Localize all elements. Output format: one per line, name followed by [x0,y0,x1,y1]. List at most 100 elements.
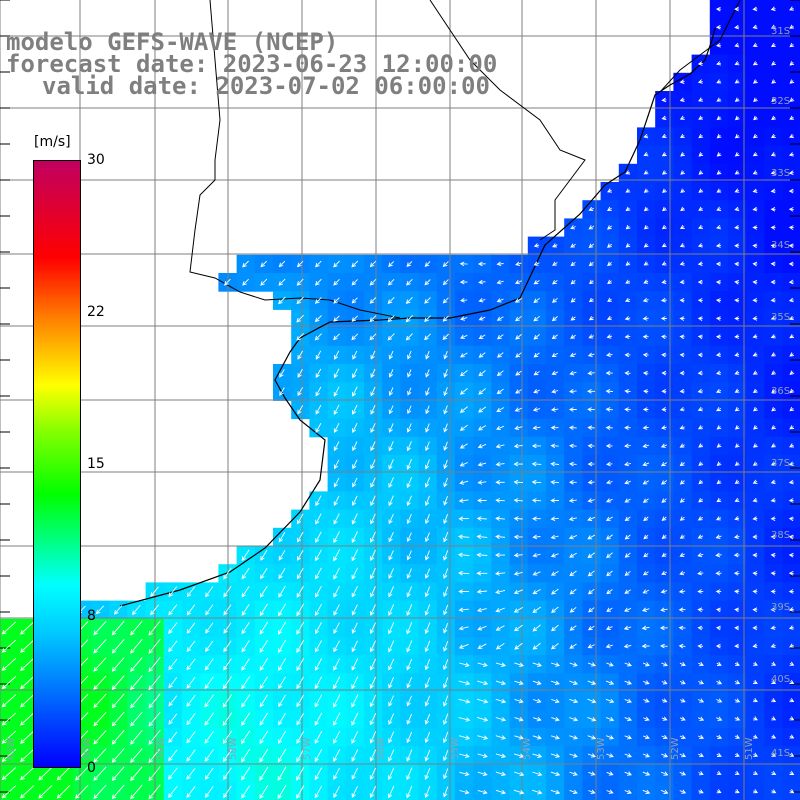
wind-arrow [606,589,613,595]
wind-arrow [424,568,431,579]
wind-arrow [148,711,161,727]
wind-arrow [771,661,777,666]
wind-arrow [514,279,522,285]
wind-arrow [624,407,631,412]
wind-arrow [495,643,505,650]
wind-arrow [333,368,340,379]
wind-arrow [241,549,250,562]
wind-arrow [679,680,686,685]
wind-arrow [315,404,322,415]
wind-arrow [387,785,395,799]
wind-arrow [587,680,597,685]
wind-arrow [642,370,649,376]
wind-arrow [351,731,359,744]
wind-arrow [643,734,650,740]
wind-arrow [550,407,559,412]
wind-arrow [315,386,322,397]
wind-arrow [788,170,794,176]
wind-arrow [716,115,722,121]
wind-arrow [789,443,794,448]
lon-label: 57W [302,737,313,760]
wind-arrow [752,42,758,48]
wind-arrow [334,350,340,360]
wind-arrow [770,225,776,230]
wind-arrow [241,676,250,690]
wind-arrow [369,297,377,304]
wind-arrow [715,279,721,285]
wind-arrow [333,459,340,470]
wind-arrow [443,351,448,360]
wind-arrow [477,462,487,467]
wind-arrow [568,407,577,412]
wind-arrow [624,297,631,303]
wind-arrow [513,607,524,613]
wind-arrow [315,603,322,617]
wind-arrow [588,279,594,285]
wind-arrow [752,479,758,484]
wind-arrow [369,333,377,341]
wind-arrow [93,675,107,690]
wind-arrow [130,620,143,636]
wind-arrow [715,43,721,48]
wind-arrow [443,568,449,579]
wind-arrow [168,658,178,671]
wind-arrow [514,680,524,686]
wind-arrow [297,549,304,561]
wind-arrow [788,279,794,285]
wind-arrow [406,261,413,267]
wind-arrow [550,662,560,667]
wind-arrow [478,297,486,303]
wind-arrow [661,170,667,175]
wind-arrow [771,679,777,684]
wind-arrow [351,640,358,653]
wind-arrow [130,711,143,727]
wind-arrow [569,662,578,667]
wind-arrow [588,243,594,248]
wind-arrow [770,42,776,47]
wind-arrow [697,570,704,576]
wind-arrow [605,516,613,521]
wind-arrow [752,79,758,84]
wind-arrow [241,567,250,580]
wind-arrow [587,753,596,758]
wind-arrow [20,676,35,690]
wind-arrow [753,752,759,757]
wind-arrow [771,97,776,103]
wind-cell [455,782,474,800]
wind-arrow [752,170,758,175]
wind-arrow [752,370,758,375]
wind-arrow [333,513,340,525]
wind-arrow [425,387,430,396]
wind-arrow [607,297,612,302]
wind-arrow [771,79,776,84]
wind-arrow [388,695,395,707]
wind-arrow [789,42,795,48]
wind-arrow [130,748,143,763]
wind-arrow [495,443,505,449]
wind-arrow [660,771,669,776]
wind-arrow [570,225,576,230]
wind-arrow [278,694,286,708]
wind-arrow [424,713,431,725]
wind-arrow [607,279,612,285]
wind-arrow [168,767,178,780]
wind-arrow [443,659,449,671]
wind-arrow [661,734,668,740]
wind-arrow [296,333,304,341]
wind-arrow [369,713,377,726]
colorbar-tick-30: 30 [87,152,105,168]
wind-arrow [552,280,558,285]
wind-arrow [204,749,214,762]
wind-arrow [606,461,613,467]
wind-arrow [752,261,758,267]
wind-arrow [587,498,595,503]
wind-arrow [1,676,17,690]
wind-arrow [388,604,395,616]
wind-arrow [770,498,776,503]
wind-arrow [568,498,577,503]
wind-arrow [333,549,340,562]
wind-arrow [660,589,668,594]
wind-arrow [770,315,776,321]
wind-arrow [297,405,304,415]
wind-arrow [679,316,685,321]
